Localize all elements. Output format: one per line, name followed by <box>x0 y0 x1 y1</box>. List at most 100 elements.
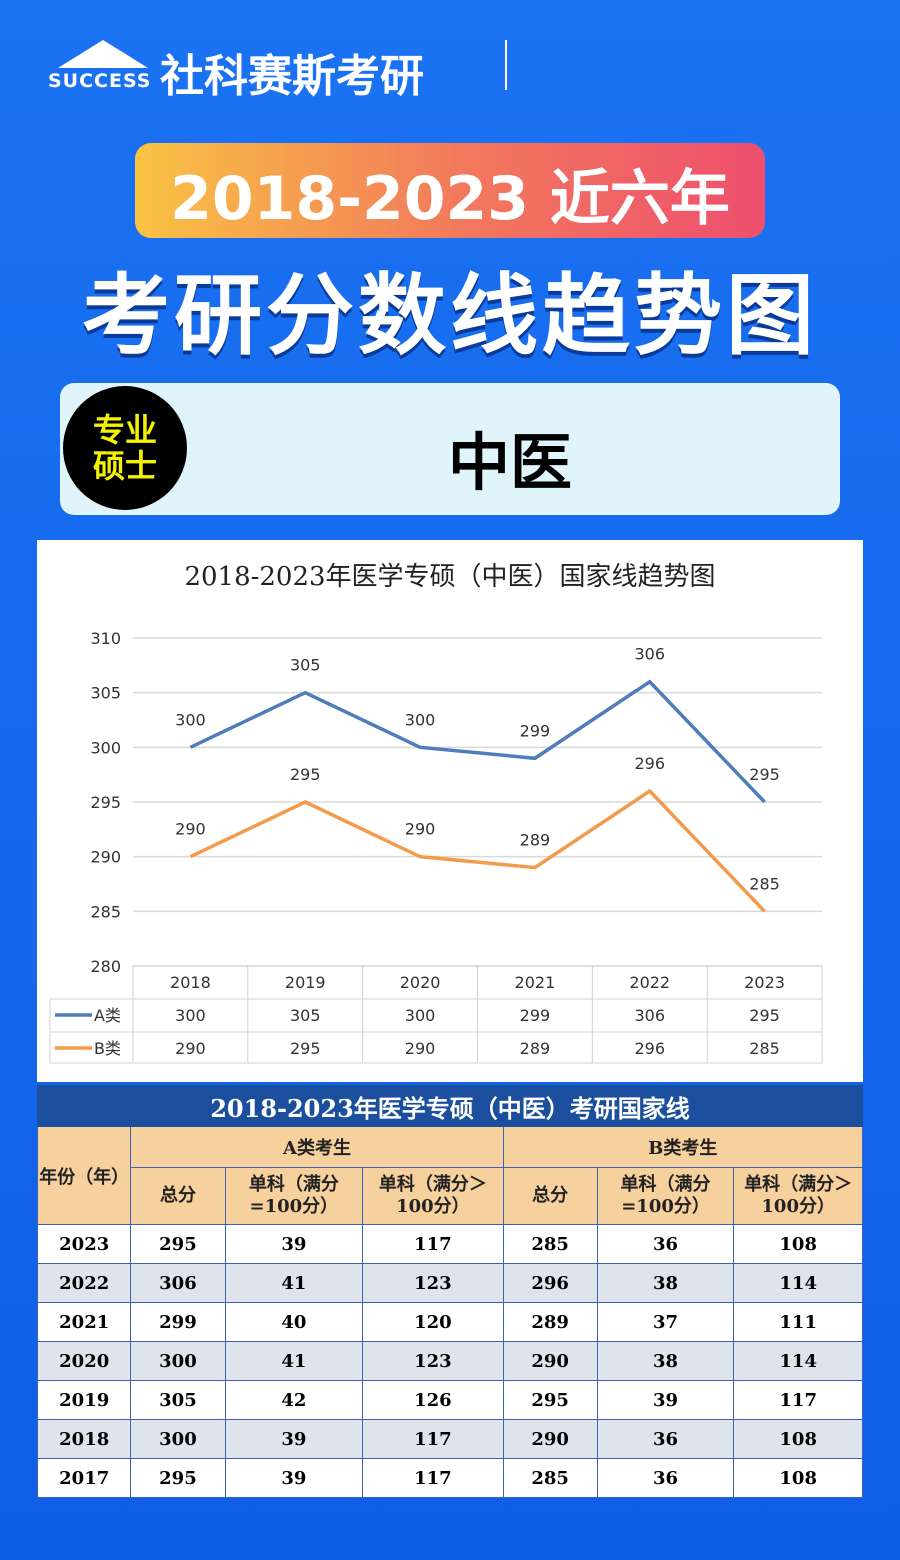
series-line <box>189 788 766 913</box>
x-tick-label: 2020 <box>400 973 441 992</box>
table-cell: 40 <box>224 1302 364 1342</box>
table-cell: 2022 <box>36 1263 132 1303</box>
legend-label: A类 <box>94 1006 121 1025</box>
table-cell: 37 <box>596 1302 735 1342</box>
table-cell: 42 <box>224 1380 364 1420</box>
table-cell: 300 <box>130 1419 226 1459</box>
data-label: 300 <box>405 710 436 729</box>
y-tick-label: 285 <box>90 902 121 921</box>
header-cell: 单科（满分＞100分） <box>733 1167 863 1225</box>
table-cell: 39 <box>224 1458 364 1498</box>
table-cell: 295 <box>502 1380 598 1420</box>
data-label: 300 <box>175 710 206 729</box>
table-cell: 2018 <box>36 1419 132 1459</box>
table-cell: 41 <box>224 1263 364 1303</box>
table-cell: 36 <box>596 1224 735 1264</box>
data-label: 285 <box>749 874 780 893</box>
table-cell: 305 <box>130 1380 226 1420</box>
data-label: 299 <box>520 721 551 740</box>
logo-text: SUCCESS <box>48 70 152 92</box>
table-value: 290 <box>405 1039 436 1058</box>
chart: 2018-2023年医学专硕（中医）国家线趋势图 280 285 290 295 300 3… <box>37 540 863 1082</box>
banner <box>135 143 765 238</box>
series-line <box>189 679 766 804</box>
data-label: 290 <box>175 820 206 839</box>
table-cell: 295 <box>130 1458 226 1498</box>
table-cell: 36 <box>596 1458 735 1498</box>
y-tick-label: 310 <box>90 629 121 648</box>
subject-box <box>60 383 840 515</box>
table-cell: 306 <box>130 1263 226 1303</box>
table-cell: 126 <box>362 1380 504 1420</box>
header-cell: B类考生 <box>502 1126 864 1168</box>
table-cell: 120 <box>362 1302 504 1342</box>
table-value: 295 <box>749 1006 780 1025</box>
table-cell: 117 <box>362 1419 504 1459</box>
badge-line: 硕士 <box>92 447 157 485</box>
data-label: 295 <box>749 765 780 784</box>
table-value: 305 <box>290 1006 321 1025</box>
header-cell: A类考生 <box>130 1126 504 1168</box>
table-cell: 39 <box>224 1224 364 1264</box>
table-title: 2018-2023年医学专硕（中医）考研国家线 <box>37 1085 863 1127</box>
table-cell: 2017 <box>36 1458 132 1498</box>
table-cell: 41 <box>224 1341 364 1381</box>
table-cell: 290 <box>502 1341 598 1381</box>
header-cell: 年份（年） <box>36 1126 132 1225</box>
table-cell: 289 <box>502 1302 598 1342</box>
y-tick-label: 295 <box>90 793 121 812</box>
header-cell: 单科（满分＞100分） <box>362 1167 504 1225</box>
table-cell: 108 <box>733 1419 863 1459</box>
chart-title: 2018-2023年医学专硕（中医）国家线趋势图 <box>184 562 715 592</box>
table-cell: 2023 <box>36 1224 132 1264</box>
y-tick-label: 290 <box>90 848 121 867</box>
banner-main: 考研分数线趋势图 <box>81 264 818 367</box>
table-value: 306 <box>634 1006 665 1025</box>
header-cell: 总分 <box>130 1167 226 1225</box>
table-cell: 39 <box>224 1419 364 1459</box>
table-cell: 114 <box>733 1341 863 1381</box>
table-value: 296 <box>634 1039 665 1058</box>
table-cell: 38 <box>596 1263 735 1303</box>
table-cell: 38 <box>596 1341 735 1381</box>
table-cell: 123 <box>362 1263 504 1303</box>
table-cell: 2020 <box>36 1341 132 1381</box>
data-label: 289 <box>520 831 551 850</box>
table-value: 295 <box>290 1039 321 1058</box>
table-value: 300 <box>405 1006 436 1025</box>
table-cell: 296 <box>502 1263 598 1303</box>
table-cell: 285 <box>502 1458 598 1498</box>
data-label: 295 <box>290 765 321 784</box>
table-cell: 2021 <box>36 1302 132 1342</box>
x-tick-label: 2019 <box>285 973 326 992</box>
table-cell: 2019 <box>36 1380 132 1420</box>
table-cell: 117 <box>362 1224 504 1264</box>
table-cell: 114 <box>733 1263 863 1303</box>
table-cell: 108 <box>733 1224 863 1264</box>
y-tick-label: 300 <box>90 738 121 757</box>
x-tick-label: 2023 <box>744 973 785 992</box>
header-cell: 单科（满分=100分） <box>596 1167 735 1225</box>
table-cell: 117 <box>733 1380 863 1420</box>
table-cell: 299 <box>130 1302 226 1342</box>
table-cell: 295 <box>130 1224 226 1264</box>
legend-label: B类 <box>94 1039 121 1058</box>
y-tick-label: 305 <box>90 684 121 703</box>
y-tick-label: 280 <box>90 957 121 976</box>
table-value: 290 <box>175 1039 206 1058</box>
header-cell: 总分 <box>502 1167 598 1225</box>
table-cell: 39 <box>596 1380 735 1420</box>
table-cell: 111 <box>733 1302 863 1342</box>
x-tick-label: 2018 <box>170 973 211 992</box>
brand: 社科赛斯考研 <box>160 51 424 102</box>
table-cell: 290 <box>502 1419 598 1459</box>
table-value: 289 <box>520 1039 551 1058</box>
divider <box>505 40 507 90</box>
data-label: 290 <box>405 820 436 839</box>
score-table: 2018-2023年医学专硕（中医）考研国家线 年份（年） A类考生 B类考生 总分 单科… <box>36 1085 864 1498</box>
table-cell: 108 <box>733 1458 863 1498</box>
table-cell: 300 <box>130 1341 226 1381</box>
table-value: 299 <box>520 1006 551 1025</box>
table-cell: 117 <box>362 1458 504 1498</box>
